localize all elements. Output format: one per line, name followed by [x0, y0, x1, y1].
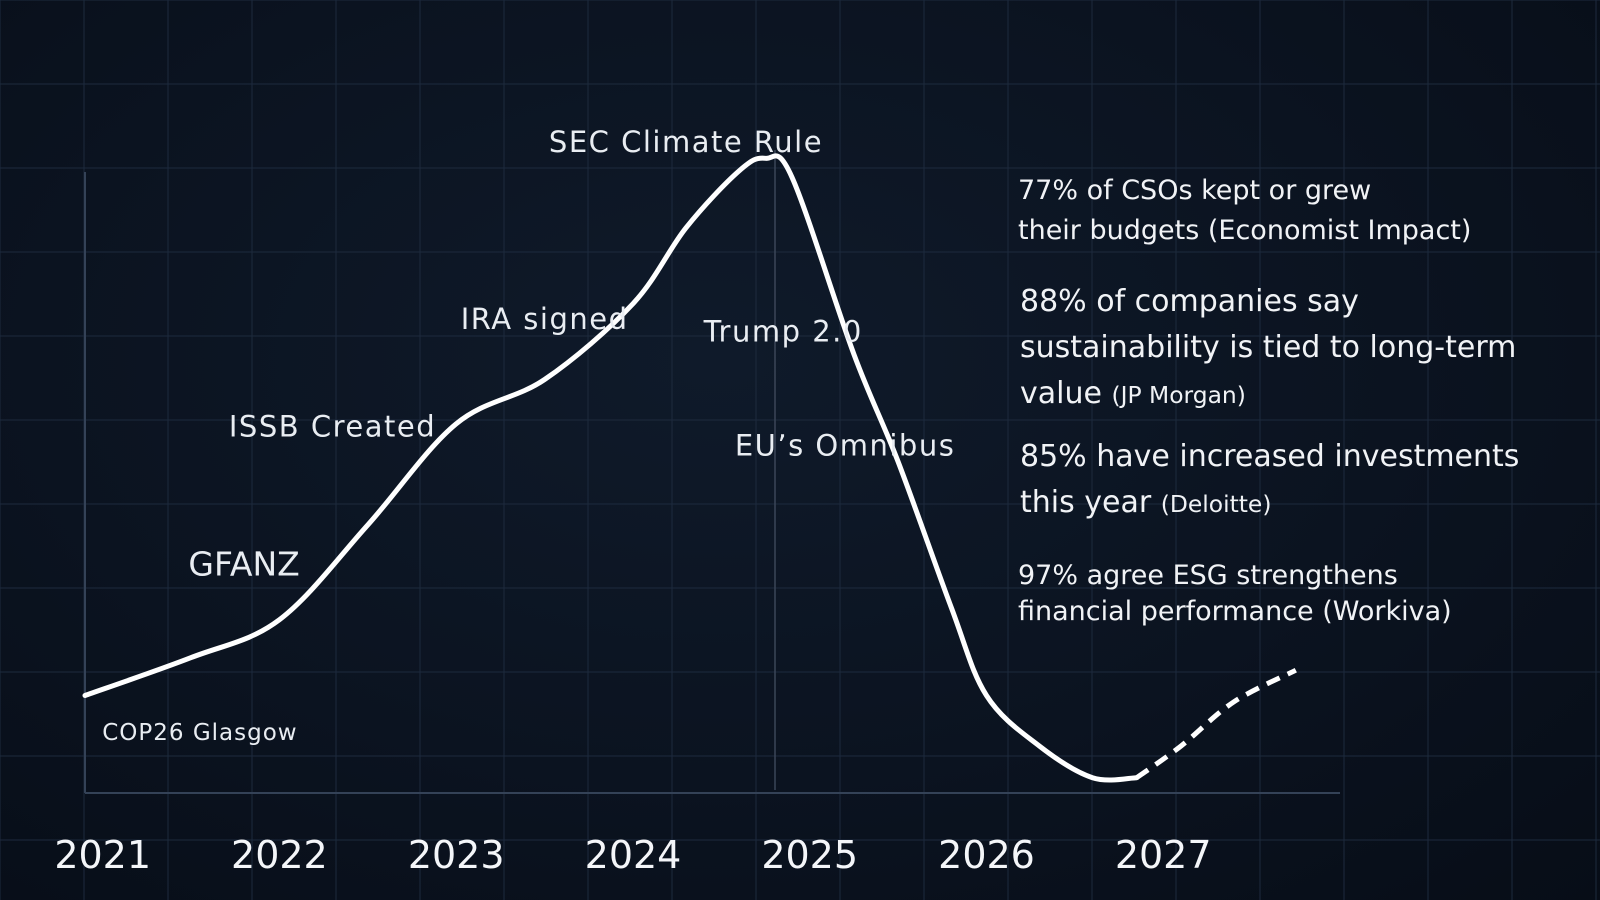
series-projection-line: [1135, 667, 1297, 780]
stat-esg-performance: 97% agree ESG strengthens financial perf…: [1018, 558, 1452, 630]
x-axis-ticks: 2021 2022 2023 2024 2025 2026 2027: [54, 833, 1211, 877]
x-tick-label: 2024: [585, 833, 682, 877]
series-momentum-line: [82, 153, 1140, 783]
annotation-gfanz: GFANZ: [188, 544, 299, 583]
stat-line-with-source: value (JP Morgan): [1020, 371, 1516, 418]
curve-group: [82, 153, 1297, 783]
x-tick-label: 2025: [761, 833, 858, 877]
stat-line-with-source: this year (Deloitte): [1020, 480, 1519, 527]
stat-text: value: [1020, 376, 1112, 411]
stat-source: (Deloitte): [1160, 490, 1272, 518]
x-tick-label: 2021: [54, 833, 151, 877]
x-tick-label: 2026: [938, 833, 1035, 877]
stat-line: financial performance (Workiva): [1018, 596, 1452, 627]
stat-line: sustainability is tied to long-term: [1020, 330, 1517, 365]
stat-cso-budgets: 77% of CSOs kept or grew their budgets (…: [1018, 171, 1471, 251]
annotation-omnibus: EU’s Omnibus: [735, 428, 956, 462]
x-tick-label: 2023: [408, 833, 505, 877]
annotation-sec: SEC Climate Rule: [549, 125, 823, 159]
stat-text: this year: [1020, 485, 1161, 520]
stat-line: 97% agree ESG strengthens: [1018, 560, 1398, 591]
x-tick-label: 2027: [1115, 833, 1212, 877]
annotation-issb: ISSB Created: [229, 409, 436, 443]
stat-source: (JP Morgan): [1111, 381, 1246, 409]
annotation-trump: Trump 2.0: [703, 315, 863, 349]
annotation-ira: IRA signed: [461, 302, 629, 336]
annotation-cop26: COP26 Glasgow: [102, 720, 297, 746]
stat-line: 85% have increased investments: [1020, 439, 1520, 474]
stat-increased-investments: 85% have increased investments this year…: [1020, 434, 1519, 527]
stat-line: 88% of companies say: [1020, 284, 1359, 319]
x-tick-label: 2022: [231, 833, 328, 877]
stat-sustainability-value: 88% of companies say sustainability is t…: [1020, 279, 1516, 418]
stat-line: their budgets (Economist Impact): [1018, 215, 1472, 246]
stat-line: 77% of CSOs kept or grew: [1018, 175, 1372, 206]
event-annotations: COP26 Glasgow GFANZ ISSB Created IRA signed…: [102, 125, 956, 746]
